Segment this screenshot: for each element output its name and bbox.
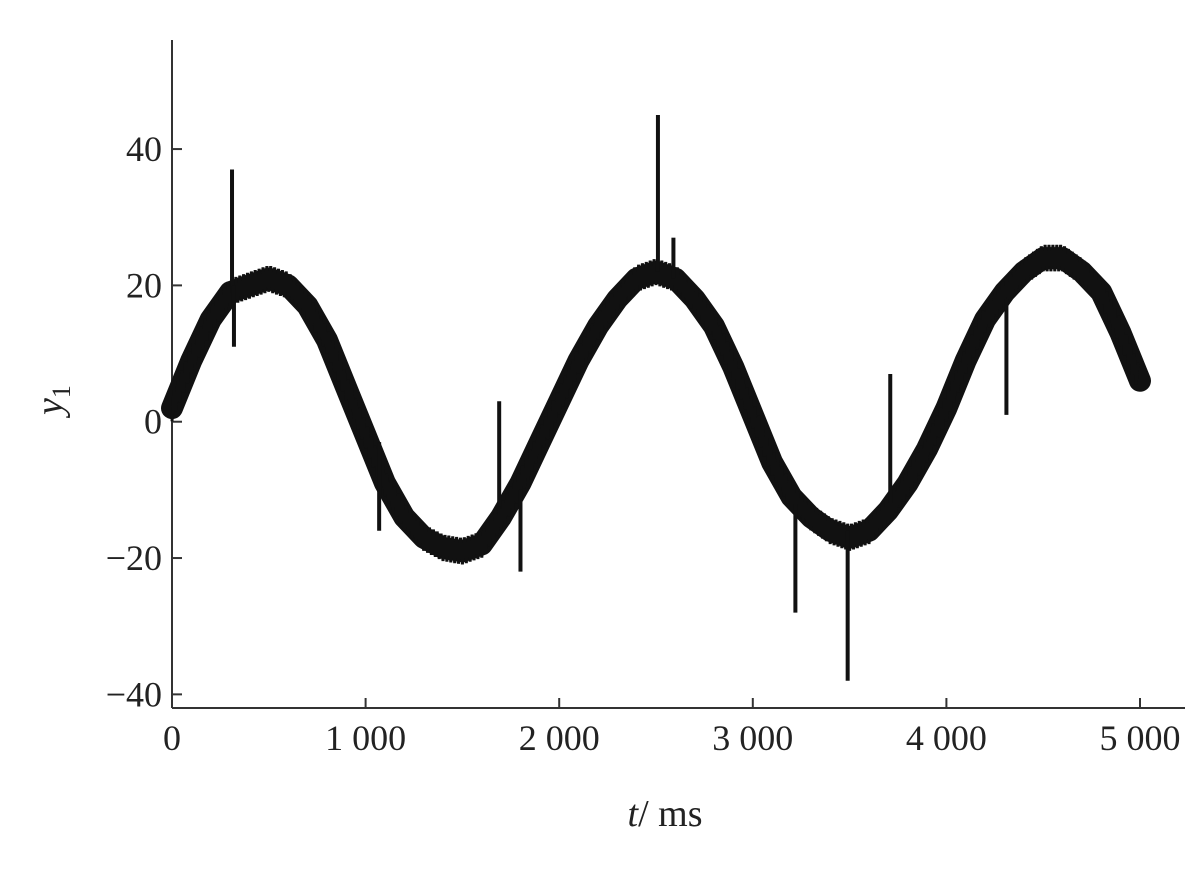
x-tick-label: 4 000 [906, 718, 987, 758]
y-axis-label-var: y [29, 398, 71, 419]
x-tick-label: 5 000 [1100, 718, 1181, 758]
x-axis-label-unit: / ms [638, 793, 702, 835]
x-axis-label: t/ ms [628, 793, 703, 835]
x-axis-label-var: t [628, 793, 640, 835]
axis-labels: t/ ms y1 [29, 385, 702, 835]
y-tick-label: −40 [106, 674, 162, 714]
y-tick-label: 20 [126, 265, 162, 305]
y-tick-label: −20 [106, 538, 162, 578]
x-tick-label: 2 000 [519, 718, 600, 758]
y-axis-label-sub: 1 [47, 385, 76, 398]
series-noise [170, 244, 1140, 565]
y-tick-label: 40 [126, 129, 162, 169]
y-tick-label: 0 [144, 402, 162, 442]
axes: −40 −20 0 20 40 0 1 000 2 000 3 000 4 000 5 000 [106, 40, 1185, 758]
y-axis-label: y1 [29, 385, 76, 419]
plot-area [161, 114, 1151, 681]
x-tick-label: 0 [163, 718, 181, 758]
x-tick-label: 1 000 [325, 718, 406, 758]
x-tick-label: 3 000 [712, 718, 793, 758]
